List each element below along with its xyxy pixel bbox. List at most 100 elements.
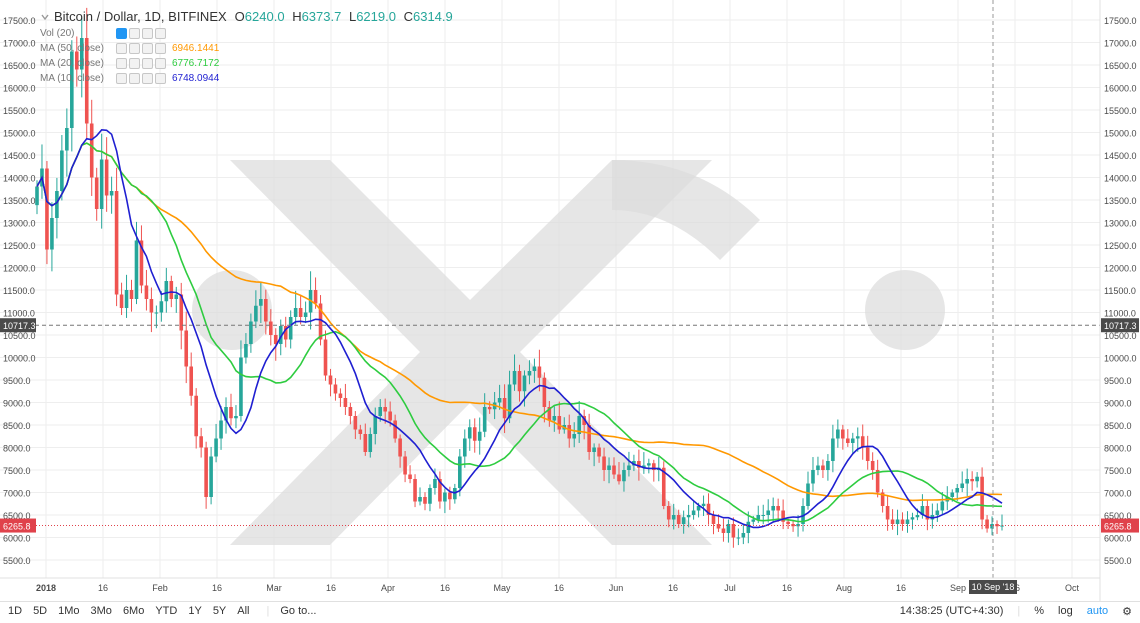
indicator-buttons[interactable]	[116, 28, 166, 39]
time-tick: May	[493, 583, 511, 593]
period-1y-button[interactable]: 1Y	[188, 605, 202, 617]
candle-body	[497, 398, 502, 403]
price-axis[interactable]: 17500.0 17500.0 17000.0 17000.0 16500.0 16500…	[0, 16, 1139, 566]
indicator-buttons[interactable]	[116, 73, 166, 84]
candle-body	[398, 438, 402, 457]
period-5d-button[interactable]: 5D	[33, 605, 48, 617]
candle-body	[537, 366, 542, 378]
candle-body	[627, 465, 631, 470]
candle-body	[477, 431, 482, 441]
indicator-value: 6946.1441	[172, 43, 220, 54]
candle-body	[358, 429, 363, 434]
candle-body	[45, 168, 49, 250]
period-ytd-button[interactable]: YTD	[155, 605, 178, 617]
price-tick-left: 16000.0	[3, 84, 36, 94]
indicator-ma10[interactable]: MA (10, close) 6748.0944	[40, 73, 219, 84]
price-tick-left: 10000.0	[3, 354, 36, 364]
current-price-tag	[0, 518, 36, 533]
price-tick-right: 15500.0	[1104, 106, 1137, 116]
candle-body	[522, 375, 527, 392]
price-tick-right: 13500.0	[1104, 196, 1137, 206]
candle-body	[676, 515, 681, 524]
candle-body	[462, 438, 467, 457]
candle-body	[632, 461, 636, 466]
bottom-toolbar: 1D 5D 1Mo 3Mo 6Mo YTD 1Y 5Y All | Go to.…	[0, 601, 1140, 623]
candle-body	[841, 429, 845, 439]
log-toggle[interactable]: log	[1058, 605, 1073, 617]
candle-body	[487, 407, 492, 410]
candle-body	[413, 479, 417, 502]
candle-body	[84, 38, 89, 124]
price-tick-right: 16500.0	[1104, 61, 1137, 71]
candle-body	[836, 429, 840, 439]
indicator-buttons[interactable]	[116, 43, 166, 54]
candle-body	[438, 479, 442, 502]
period-5y-button[interactable]: 5Y	[212, 605, 227, 617]
price-tick-right: 17000.0	[1104, 39, 1137, 49]
indicator-ma50[interactable]: MA (50, close) 6946.1441	[40, 43, 219, 54]
candlestick-series	[35, 7, 1004, 548]
candle-body	[990, 524, 994, 529]
price-tick-right: 9000.0	[1104, 399, 1132, 409]
period-6mo-button[interactable]: 6Mo	[122, 605, 145, 617]
period-1d-button[interactable]: 1D	[8, 605, 23, 617]
time-tick: Mar	[266, 583, 282, 593]
time-tick: Aug	[836, 583, 852, 593]
candle-body	[716, 524, 721, 529]
candle-body	[826, 461, 830, 470]
candle-body	[234, 416, 238, 419]
time-axis[interactable]: 2018 16 Feb 16 Mar 16 Apr 16 May 16 Jun 16 Jul 16 Aug 1…	[36, 580, 1080, 594]
candle-body	[701, 503, 706, 506]
candle-body	[975, 476, 979, 482]
period-3mo-button[interactable]: 3Mo	[90, 605, 112, 617]
period-1mo-button[interactable]: 1Mo	[58, 605, 80, 617]
candle-body	[666, 506, 671, 520]
candle-body	[880, 492, 885, 506]
auto-toggle[interactable]: auto	[1086, 605, 1109, 617]
candle-body	[79, 38, 84, 70]
clock[interactable]: 14:38:25 (UTC+4:30)	[899, 605, 1004, 617]
price-chart[interactable]: 17500.0 17500.0 17000.0 17000.0 16500.0 16500…	[0, 0, 1140, 601]
candle-body	[388, 411, 392, 421]
price-tick-right: 7000.0	[1104, 489, 1132, 499]
price-tick-left: 8000.0	[3, 444, 31, 454]
high-value: 6373.7	[301, 9, 342, 24]
indicator-volume[interactable]: Vol (20)	[40, 28, 172, 39]
price-tick-right: 10000.0	[1104, 354, 1137, 364]
time-tick: Oct	[1065, 583, 1080, 593]
indicator-value: 6776.7172	[172, 58, 220, 69]
candle-body	[806, 483, 810, 506]
candle-body	[65, 128, 69, 151]
candle-body	[811, 470, 815, 484]
indicator-name: MA (20, close)	[40, 58, 104, 69]
indicator-buttons[interactable]	[116, 58, 166, 69]
ma50-line	[36, 142, 1003, 502]
candle-body	[378, 407, 383, 416]
candle-body	[164, 281, 169, 302]
percent-toggle[interactable]: %	[1034, 605, 1045, 617]
candle-body	[458, 456, 462, 488]
candle-body	[771, 506, 775, 511]
collapse-legend-icon[interactable]	[40, 12, 50, 22]
current-price-label: 6265.8	[3, 522, 31, 532]
settings-icon[interactable]: ⚙	[1122, 606, 1132, 618]
crosshair-price-tag	[1101, 318, 1139, 333]
time-tick: 16	[896, 583, 906, 593]
goto-button[interactable]: Go to...	[280, 605, 317, 617]
candle-body	[895, 519, 900, 524]
candle-body	[179, 294, 184, 331]
price-tick-right: 5500.0	[1104, 556, 1132, 566]
candle-body	[99, 159, 104, 209]
time-tick: 16	[668, 583, 678, 593]
period-all-button[interactable]: All	[237, 605, 250, 617]
time-tick: 16	[98, 583, 108, 593]
candle-body	[915, 515, 920, 518]
indicator-name: MA (10, close)	[40, 73, 104, 84]
candle-body	[283, 326, 288, 340]
price-tick-left: 12000.0	[3, 264, 36, 274]
candle-body	[333, 384, 338, 394]
candle-body	[706, 503, 711, 515]
indicator-ma20[interactable]: MA (20, close) 6776.7172	[40, 58, 219, 69]
candle-body	[557, 416, 562, 430]
candle-body	[985, 519, 989, 529]
